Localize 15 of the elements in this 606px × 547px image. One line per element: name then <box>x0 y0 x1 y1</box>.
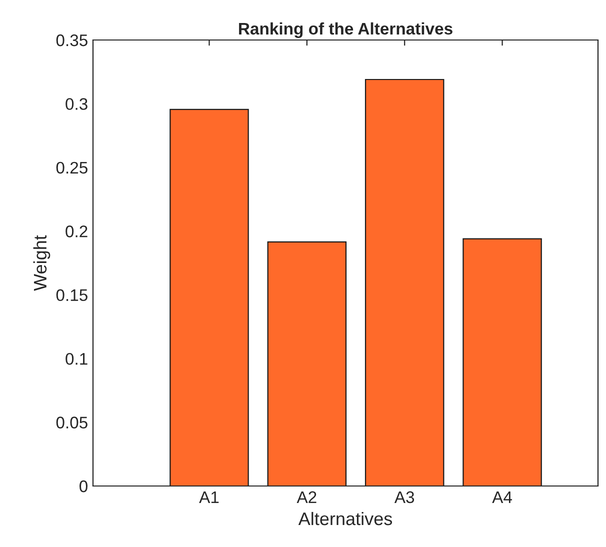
y-tick-label: 0.1 <box>66 352 88 365</box>
y-tick-label: 0 <box>80 480 88 492</box>
x-tick-label: A2 <box>296 491 316 503</box>
y-tick-label: 0.3 <box>66 98 88 110</box>
y-tick-label: 0.05 <box>56 416 88 428</box>
x-tick-label: A1 <box>199 491 219 503</box>
y-tick-label: 0.2 <box>66 226 88 238</box>
chart-title: Ranking of the Alternatives <box>239 22 452 38</box>
y-tick-label: 0.15 <box>56 289 88 302</box>
y-tick-label: 0.35 <box>56 34 88 46</box>
x-tick-label: A4 <box>492 491 512 503</box>
x-axis-title: Alternatives <box>298 512 392 526</box>
x-tick-label: A3 <box>394 491 414 504</box>
y-tick-label: 0.25 <box>56 162 88 174</box>
y-axis-title: Weight <box>33 235 50 291</box>
